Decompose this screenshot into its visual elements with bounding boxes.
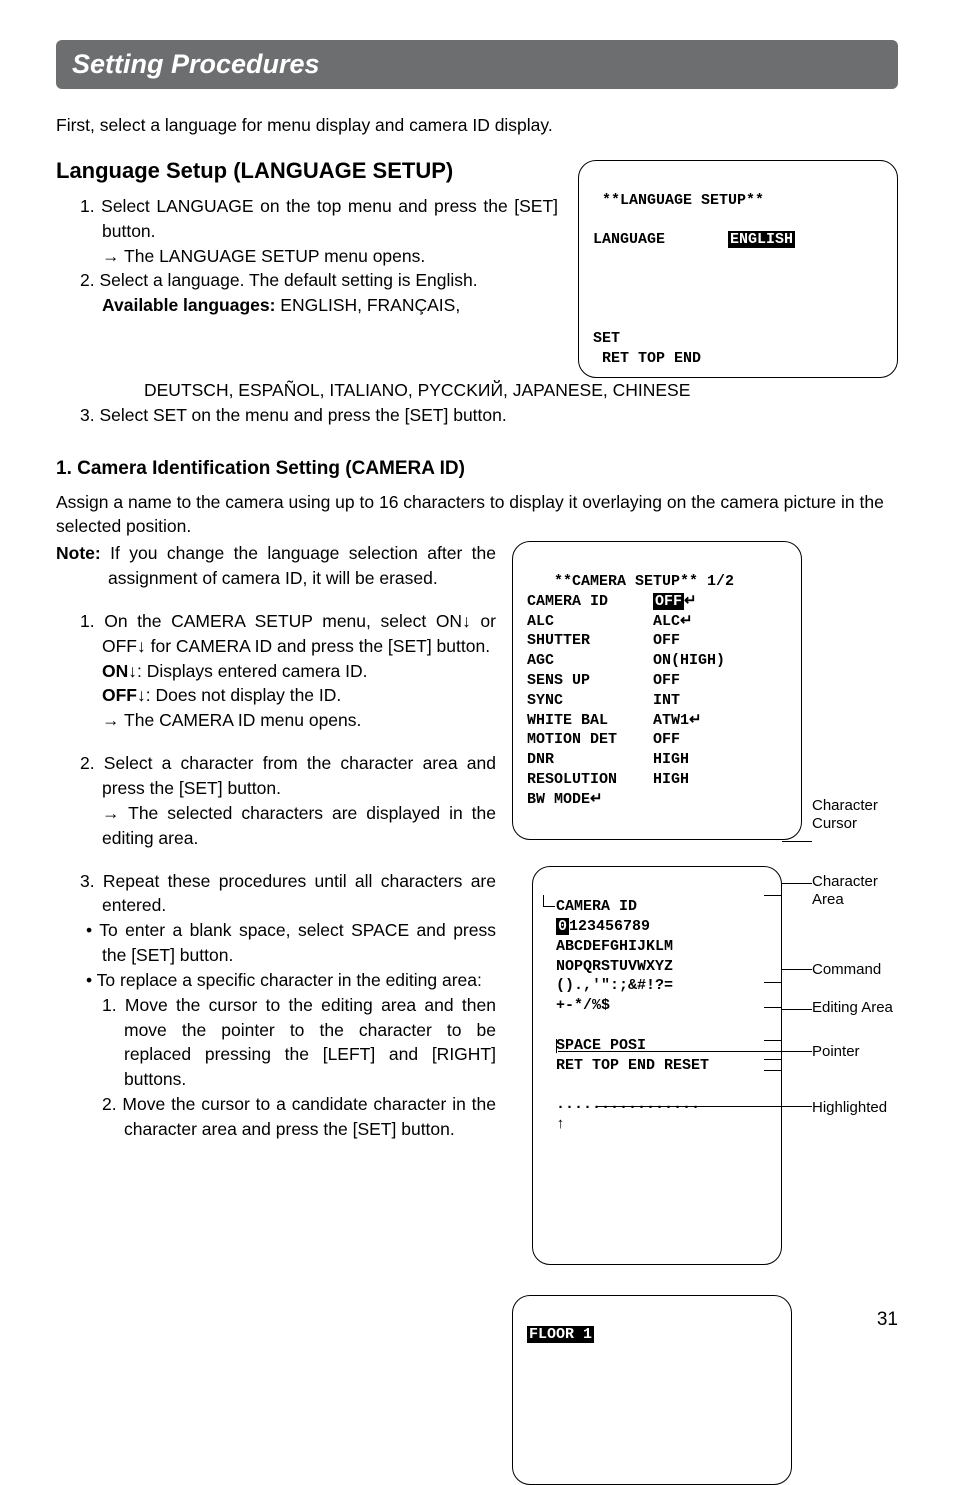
osd1-row1-label: LANGUAGE	[593, 231, 728, 248]
annot-highlighted: Highlighted	[812, 1099, 887, 1117]
line-ca	[782, 883, 812, 884]
on-label: ON↓	[102, 661, 137, 681]
annot-command: Command	[812, 961, 881, 979]
osd2-r1c: ↵	[684, 593, 697, 610]
language-setup-osd: **LANGUAGE SETUP** LANGUAGE ENGLISH SET …	[578, 160, 898, 378]
on-txt: : Displays entered camera ID.	[137, 661, 368, 681]
osd2-r10: RESOLUTION HIGH	[527, 771, 689, 788]
lang-step-2: 2. Select a language. The default settin…	[80, 268, 558, 293]
osd2-r1b: OFF	[653, 593, 684, 610]
osd2-title: **CAMERA SETUP** 1/2	[527, 573, 734, 590]
intro-text: First, select a language for menu displa…	[56, 113, 898, 138]
osd3-r2a	[547, 918, 556, 935]
osd2-r2: ALC ALC↵	[527, 613, 693, 630]
camid-bullet-replace: • To replace a specific character in the…	[56, 968, 496, 993]
osd3-r6: +-*/%$	[547, 997, 610, 1014]
osd2-r9: DNR HIGH	[527, 751, 689, 768]
lang-step-1: 1. Select LANGUAGE on the top menu and p…	[80, 194, 558, 244]
note-label: Note:	[56, 543, 110, 563]
note-body: If you change the language selection aft…	[108, 543, 496, 588]
camid-substep-2: 2. Move the cursor to a candidate charac…	[56, 1092, 496, 1142]
osd3-r10: ↑	[547, 1116, 565, 1133]
osd1-title: **LANGUAGE SETUP**	[593, 192, 764, 209]
off-label: OFF↓	[102, 685, 146, 705]
osd2-r7: WHITE BAL ATW1↵	[527, 712, 702, 729]
osd4-r1: FLOOR 1	[527, 1326, 594, 1343]
lang-step-1-result: → The LANGUAGE SETUP menu opens.	[56, 244, 558, 269]
page-number: 31	[877, 1309, 898, 1331]
line-cc	[782, 841, 812, 842]
osd1-row1-value: ENGLISH	[728, 231, 795, 248]
bracket-editing	[764, 1059, 782, 1071]
osd3-r8: RET TOP END RESET	[547, 1057, 709, 1074]
line-ptr-v	[556, 1039, 557, 1053]
osd3-r4: NOPQRSTUVWXYZ	[547, 958, 673, 975]
osd3-r3: ABCDEFGHIJKLM	[547, 938, 673, 955]
osd2-r8: MOTION DET OFF	[527, 731, 680, 748]
off-txt: : Does not display the ID.	[146, 685, 342, 705]
camid-step-3: 3. Repeat these procedures until all cha…	[80, 869, 496, 919]
bracket-command	[764, 1007, 782, 1041]
osd1-set: SET	[593, 330, 620, 347]
osd2-r4: AGC ON(HIGH)	[527, 652, 725, 669]
lang-step-3: 3. Select SET on the menu and press the …	[80, 403, 898, 428]
camid-step-2-result: → The selected characters are displayed …	[56, 801, 496, 851]
camera-setup-osd: **CAMERA SETUP** 1/2 CAMERA ID OFF↵ ALC …	[512, 541, 802, 840]
camera-id-note: Note: If you change the language selecti…	[56, 541, 496, 591]
annot-editing-area: Editing Area	[812, 999, 893, 1017]
annot-character-cursor: Character Cursor	[812, 797, 898, 833]
annot-pointer: Pointer	[812, 1043, 860, 1061]
camid-step-2: 2. Select a character from the character…	[80, 751, 496, 801]
language-setup-heading: Language Setup (LANGUAGE SETUP)	[56, 158, 558, 184]
line-ea	[782, 1009, 812, 1010]
osd2-r1a: CAMERA ID	[527, 593, 653, 610]
osd3-r9: ................	[547, 1096, 700, 1113]
osd3-r5: ().,'":;&#!?=	[547, 977, 673, 994]
section-banner: Setting Procedures	[56, 40, 898, 89]
camera-id-editor-osd: CAMERA ID 0123456789 ABCDEFGHIJKLM NOPQR…	[532, 866, 782, 1264]
available-languages-b: DEUTSCH, ESPAÑOL, ITALIANO, PYCCKИЙ, JAP…	[56, 378, 898, 403]
camid-substep-1: 1. Move the cursor to the editing area a…	[56, 993, 496, 1092]
osd1-nav: RET TOP END	[593, 350, 701, 367]
line-ptr	[558, 1051, 812, 1052]
available-languages-label: Available languages:	[102, 295, 275, 315]
osd3-r1: CAMERA ID	[547, 898, 637, 915]
annot-character-area: Character Area	[812, 873, 898, 909]
osd3-r2c: 123456789	[569, 918, 650, 935]
osd2-r11: BW MODE↵	[527, 791, 603, 808]
bracket-char-area	[764, 895, 782, 983]
camid-step-1-result: → The CAMERA ID menu opens.	[56, 708, 496, 733]
osd3-r2b: 0	[556, 918, 569, 935]
camera-id-lead: Assign a name to the camera using up to …	[56, 490, 898, 540]
osd2-r6: SYNC INT	[527, 692, 680, 709]
osd2-r3: SHUTTER OFF	[527, 632, 680, 649]
osd2-r5: SENS UP OFF	[527, 672, 680, 689]
available-languages-a: ENGLISH, FRANÇAIS,	[275, 295, 460, 315]
bracket-cursor	[543, 895, 555, 907]
line-cmd	[782, 969, 812, 970]
camera-id-heading: 1. Camera Identification Setting (CAMERA…	[56, 458, 898, 480]
camera-id-preview-osd: FLOOR 1	[512, 1295, 792, 1485]
camid-step-1: 1. On the CAMERA SETUP menu, select ON↓ …	[80, 609, 496, 659]
line-hl	[596, 1106, 812, 1107]
camid-bullet-space: • To enter a blank space, select SPACE a…	[56, 918, 496, 968]
